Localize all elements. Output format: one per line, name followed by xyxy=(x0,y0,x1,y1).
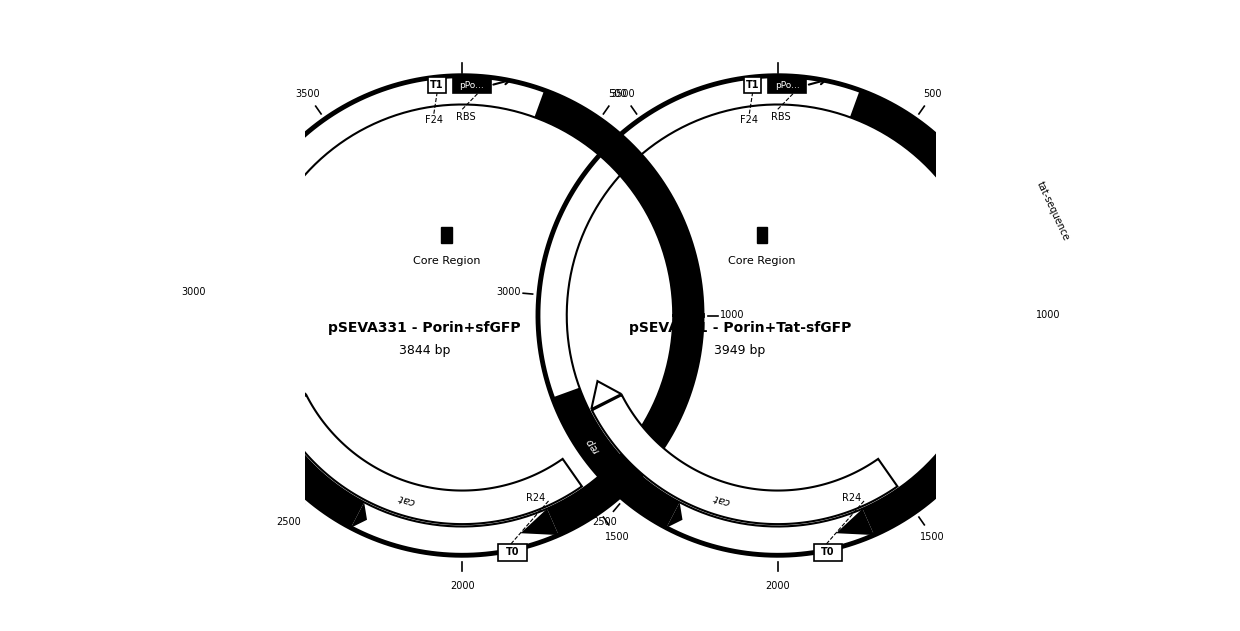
Polygon shape xyxy=(591,395,898,524)
Text: rep: rep xyxy=(269,435,286,454)
Text: 1000: 1000 xyxy=(1035,310,1060,321)
Text: T1: T1 xyxy=(430,80,444,90)
Polygon shape xyxy=(836,509,874,535)
Text: pSEVA331 - Porin+sfGFP: pSEVA331 - Porin+sfGFP xyxy=(329,321,521,335)
Text: RBS: RBS xyxy=(455,112,475,122)
Text: 2500: 2500 xyxy=(591,517,616,528)
Text: Core Region: Core Region xyxy=(413,256,480,266)
Text: 3949 bp: 3949 bp xyxy=(714,344,765,357)
Text: pSEVA331 - Porin+Tat-sfGFP: pSEVA331 - Porin+Tat-sfGFP xyxy=(629,321,851,335)
Polygon shape xyxy=(521,509,559,535)
Text: 3500: 3500 xyxy=(610,89,635,99)
Text: F24: F24 xyxy=(425,115,443,125)
Text: cat: cat xyxy=(397,492,415,506)
Text: RBS: RBS xyxy=(771,112,791,122)
Polygon shape xyxy=(275,381,306,409)
Text: tat-sequence: tat-sequence xyxy=(1035,180,1071,243)
Text: 500: 500 xyxy=(608,89,626,99)
Text: 3500: 3500 xyxy=(295,89,320,99)
FancyBboxPatch shape xyxy=(428,78,446,93)
Text: rep: rep xyxy=(584,435,601,454)
Text: cat: cat xyxy=(712,492,732,506)
Text: T1: T1 xyxy=(745,80,759,90)
Text: 2000: 2000 xyxy=(765,581,790,591)
Text: R24: R24 xyxy=(526,493,546,503)
Polygon shape xyxy=(534,90,702,535)
Text: 3844 bp: 3844 bp xyxy=(399,344,450,357)
FancyBboxPatch shape xyxy=(813,543,842,561)
FancyBboxPatch shape xyxy=(744,78,761,93)
Text: T0: T0 xyxy=(506,547,520,557)
Polygon shape xyxy=(237,387,365,528)
Text: 1000: 1000 xyxy=(720,310,744,321)
Polygon shape xyxy=(591,381,621,409)
FancyBboxPatch shape xyxy=(498,543,527,561)
Text: 500: 500 xyxy=(924,89,942,99)
Text: 1500: 1500 xyxy=(920,532,945,542)
Text: pPo...: pPo... xyxy=(459,81,484,90)
Polygon shape xyxy=(849,90,1018,535)
Text: R24: R24 xyxy=(842,493,861,503)
Text: Core Region: Core Region xyxy=(728,256,796,266)
Text: 1500: 1500 xyxy=(605,532,630,542)
Polygon shape xyxy=(351,502,367,528)
Text: T0: T0 xyxy=(821,547,835,557)
Polygon shape xyxy=(553,387,680,528)
Text: 3000: 3000 xyxy=(181,287,206,297)
Text: 2500: 2500 xyxy=(277,517,301,528)
Text: pPo...: pPo... xyxy=(775,81,800,90)
Text: 2000: 2000 xyxy=(450,581,475,591)
FancyBboxPatch shape xyxy=(453,78,491,93)
Text: 3000: 3000 xyxy=(496,287,521,297)
Polygon shape xyxy=(666,502,682,528)
Text: F24: F24 xyxy=(740,115,759,125)
Bar xyxy=(756,227,768,243)
Bar xyxy=(441,227,451,243)
FancyBboxPatch shape xyxy=(769,78,806,93)
Polygon shape xyxy=(277,395,582,524)
